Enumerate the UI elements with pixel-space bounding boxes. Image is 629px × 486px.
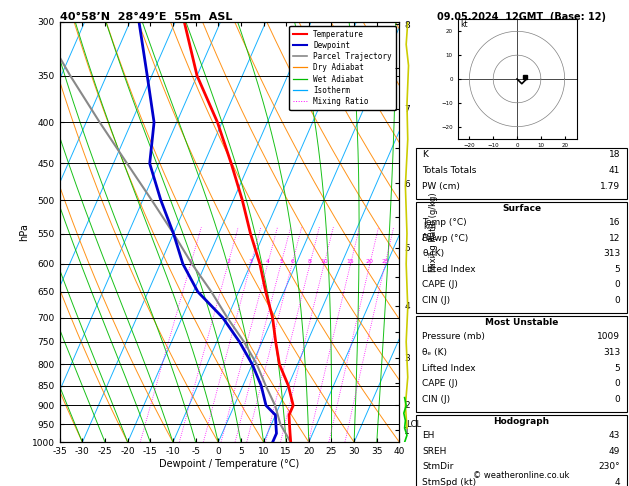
- Text: Temp (°C): Temp (°C): [423, 218, 467, 227]
- Text: Lifted Index: Lifted Index: [423, 364, 476, 373]
- Text: Most Unstable: Most Unstable: [485, 318, 558, 327]
- Legend: Temperature, Dewpoint, Parcel Trajectory, Dry Adiabat, Wet Adiabat, Isotherm, Mi: Temperature, Dewpoint, Parcel Trajectory…: [289, 26, 396, 110]
- Text: θₑ (K): θₑ (K): [423, 348, 447, 357]
- Text: SREH: SREH: [423, 447, 447, 456]
- Text: CAPE (J): CAPE (J): [423, 280, 459, 290]
- Text: 0: 0: [615, 395, 620, 404]
- Text: 6: 6: [290, 259, 294, 264]
- Text: Mixing Ratio (g/kg): Mixing Ratio (g/kg): [429, 192, 438, 272]
- Text: PW (cm): PW (cm): [423, 182, 460, 191]
- Text: CIN (J): CIN (J): [423, 395, 450, 404]
- Text: 40°58’N  28°49’E  55m  ASL: 40°58’N 28°49’E 55m ASL: [60, 12, 232, 22]
- Text: 1009: 1009: [598, 332, 620, 342]
- Text: 5: 5: [279, 259, 283, 264]
- X-axis label: Dewpoint / Temperature (°C): Dewpoint / Temperature (°C): [160, 459, 299, 469]
- Text: 0: 0: [615, 280, 620, 290]
- Text: 10: 10: [320, 259, 328, 264]
- Bar: [416, 148, 627, 199]
- Text: 5: 5: [615, 265, 620, 274]
- Text: StmSpd (kt): StmSpd (kt): [423, 478, 477, 486]
- Text: 230°: 230°: [599, 462, 620, 471]
- Text: 0: 0: [615, 379, 620, 388]
- Text: StmDir: StmDir: [423, 462, 454, 471]
- Text: © weatheronline.co.uk: © weatheronline.co.uk: [473, 471, 570, 480]
- Text: 43: 43: [609, 431, 620, 440]
- Text: Lifted Index: Lifted Index: [423, 265, 476, 274]
- Text: 5: 5: [615, 364, 620, 373]
- Text: 313: 313: [603, 348, 620, 357]
- Text: 09.05.2024  12GMT  (Base: 12): 09.05.2024 12GMT (Base: 12): [437, 12, 606, 22]
- Bar: [416, 415, 627, 486]
- Bar: [416, 202, 627, 313]
- Text: 20: 20: [366, 259, 374, 264]
- Text: 12: 12: [609, 234, 620, 243]
- Text: 18: 18: [609, 150, 620, 159]
- Text: CIN (J): CIN (J): [423, 296, 450, 305]
- Text: 49: 49: [609, 447, 620, 456]
- Text: Pressure (mb): Pressure (mb): [423, 332, 486, 342]
- Text: kt: kt: [460, 19, 467, 29]
- Y-axis label: hPa: hPa: [19, 223, 29, 241]
- Text: Dewp (°C): Dewp (°C): [423, 234, 469, 243]
- Y-axis label: km
ASL: km ASL: [421, 223, 437, 242]
- Text: 25: 25: [381, 259, 389, 264]
- Text: 4: 4: [265, 259, 270, 264]
- Text: Totals Totals: Totals Totals: [423, 166, 477, 175]
- Text: 2: 2: [226, 259, 230, 264]
- Text: θₑ(K): θₑ(K): [423, 249, 445, 259]
- Text: 4: 4: [615, 478, 620, 486]
- Text: 15: 15: [347, 259, 355, 264]
- Text: 0: 0: [615, 296, 620, 305]
- Text: 313: 313: [603, 249, 620, 259]
- Text: 16: 16: [609, 218, 620, 227]
- Text: EH: EH: [423, 431, 435, 440]
- Bar: [416, 316, 627, 412]
- Text: CAPE (J): CAPE (J): [423, 379, 459, 388]
- Text: 3: 3: [249, 259, 253, 264]
- Text: K: K: [423, 150, 428, 159]
- Text: 1: 1: [189, 259, 192, 264]
- Text: 8: 8: [308, 259, 312, 264]
- Text: 41: 41: [609, 166, 620, 175]
- Text: Surface: Surface: [502, 204, 541, 213]
- Text: 1.79: 1.79: [600, 182, 620, 191]
- Text: Hodograph: Hodograph: [493, 417, 550, 426]
- Text: LCL: LCL: [406, 420, 421, 429]
